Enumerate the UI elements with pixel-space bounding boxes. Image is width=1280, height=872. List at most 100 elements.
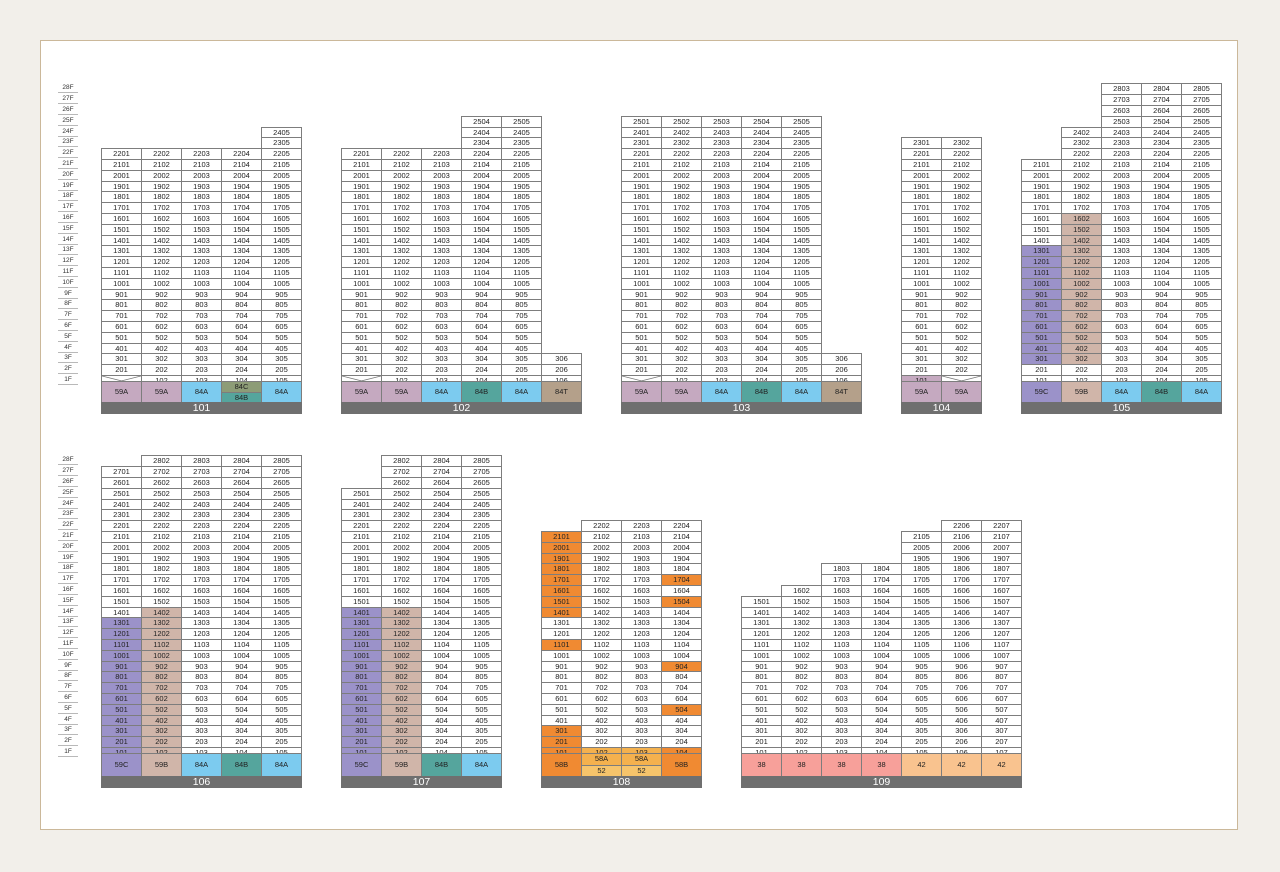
floor-label: 21F <box>58 159 78 169</box>
unit-cell: 1804 <box>221 563 262 576</box>
building-name: 104 <box>901 402 982 414</box>
unit-cell: 301 <box>341 353 382 366</box>
unit-cell: 1602 <box>581 585 622 597</box>
unit-cell: 1201 <box>741 628 782 640</box>
unit-cell: 1801 <box>101 191 142 204</box>
unit-cell: 803 <box>421 299 462 312</box>
unit-cell: 2005 <box>501 169 542 182</box>
unit-cell: 402 <box>1061 342 1102 355</box>
unit-cell: 1404 <box>1141 234 1182 247</box>
unit-cell: 502 <box>941 331 982 344</box>
type-cell: 84T <box>821 381 862 403</box>
unit-cell: 2401 <box>621 126 662 139</box>
unit-cell: 1701 <box>341 574 382 586</box>
unit-cell: 405 <box>261 714 302 727</box>
unit-cell: 1505 <box>901 595 942 608</box>
unit-cell: 1004 <box>861 649 902 662</box>
unit-cell: 1505 <box>261 595 302 608</box>
unit-cell: 805 <box>261 671 302 684</box>
unit-cell: 1404 <box>661 606 702 619</box>
unit-cell: 1502 <box>661 223 702 236</box>
type-cell: 84A <box>261 753 302 777</box>
unit-cell: 1103 <box>621 639 662 651</box>
floor-label: 9F <box>58 289 78 299</box>
unit-cell: 1802 <box>381 191 422 204</box>
unit-cell: 1601 <box>541 585 582 597</box>
unit-cell: 2603 <box>181 477 222 489</box>
unit-cell: 2201 <box>341 520 382 532</box>
unit-cell: 805 <box>781 299 822 312</box>
unit-cell: 2005 <box>901 541 942 554</box>
unit-cell: 2102 <box>381 159 422 171</box>
unit-cell: 703 <box>181 682 222 694</box>
unit-cell: 401 <box>101 342 142 355</box>
type-cell: 58B <box>661 753 702 777</box>
unit-cell: 1004 <box>421 649 462 662</box>
unit-cell: 1301 <box>541 617 582 630</box>
unit-cell: 1902 <box>141 552 182 565</box>
unit-cell: 305 <box>261 725 302 738</box>
unit-cell: 2101 <box>341 531 382 543</box>
unit-cell: 401 <box>741 714 782 727</box>
unit-cell: 1902 <box>381 180 422 193</box>
unit-cell: 905 <box>901 660 942 673</box>
unit-cell: 1002 <box>1061 277 1102 290</box>
unit-cell: 2405 <box>261 126 302 139</box>
unit-cell: 903 <box>181 288 222 301</box>
floor-label: 3F <box>58 725 78 736</box>
floor-label: 16F <box>58 585 78 595</box>
unit-cell: 1105 <box>261 639 302 651</box>
unit-cell: 606 <box>941 693 982 705</box>
unit-cell: 2103 <box>181 159 222 171</box>
unit-cell: 301 <box>901 353 942 366</box>
unit-cell: 1705 <box>261 574 302 586</box>
unit-cell: 302 <box>141 353 182 366</box>
unit-cell: 2805 <box>1181 83 1222 96</box>
unit-cell: 703 <box>821 682 862 694</box>
unit-cell: 307 <box>981 725 1022 738</box>
unit-cell: 1101 <box>101 639 142 651</box>
unit-cell: 1204 <box>221 628 262 640</box>
unit-cell: 1902 <box>1061 180 1102 193</box>
unit-cell: 1704 <box>421 574 462 586</box>
unit-cell: 702 <box>141 310 182 322</box>
unit-cell: 2603 <box>1101 105 1142 117</box>
unit-cell: 403 <box>181 714 222 727</box>
unit-cell: 1804 <box>421 563 462 576</box>
floor-label: 28F <box>58 83 78 94</box>
unit-cell: 902 <box>781 660 822 673</box>
unit-cell: 1604 <box>221 585 262 597</box>
unit-cell: 2402 <box>141 498 182 511</box>
unit-cell: 1901 <box>101 180 142 193</box>
unit-cell: 2304 <box>421 509 462 522</box>
unit-cell: 1203 <box>701 256 742 268</box>
unit-cell: 804 <box>1141 299 1182 312</box>
unit-cell: 2504 <box>421 487 462 500</box>
unit-cell: 1304 <box>221 617 262 630</box>
unit-cell: 905 <box>261 288 302 301</box>
unit-cell: 1404 <box>461 234 502 247</box>
unit-cell: 1401 <box>341 606 382 619</box>
unit-cell: 1604 <box>741 213 782 225</box>
unit-cell: 204 <box>661 736 702 748</box>
unit-cell: 801 <box>101 299 142 312</box>
unit-cell: 1604 <box>661 585 702 597</box>
floor-label: 18F <box>58 191 78 202</box>
unit-cell: 905 <box>1181 288 1222 301</box>
unit-cell: 1403 <box>821 606 862 619</box>
unit-cell: 1801 <box>1021 191 1062 204</box>
unit-cell: 1706 <box>941 574 982 586</box>
unit-cell: 1005 <box>1181 277 1222 290</box>
unit-cell: 1403 <box>1101 234 1142 247</box>
type-cell: 59B <box>381 753 422 777</box>
unit-cell: 2004 <box>1141 169 1182 182</box>
unit-cell: 1205 <box>461 628 502 640</box>
unit-cell: 804 <box>741 299 782 312</box>
floor-label: 9F <box>58 661 78 671</box>
unit-cell: 1702 <box>141 574 182 586</box>
floor-label: 13F <box>58 245 78 256</box>
floor-label: 16F <box>58 213 78 223</box>
unit-cell: 1201 <box>901 256 942 268</box>
unit-cell: 2101 <box>621 159 662 171</box>
unit-cell: 2302 <box>1061 137 1102 150</box>
